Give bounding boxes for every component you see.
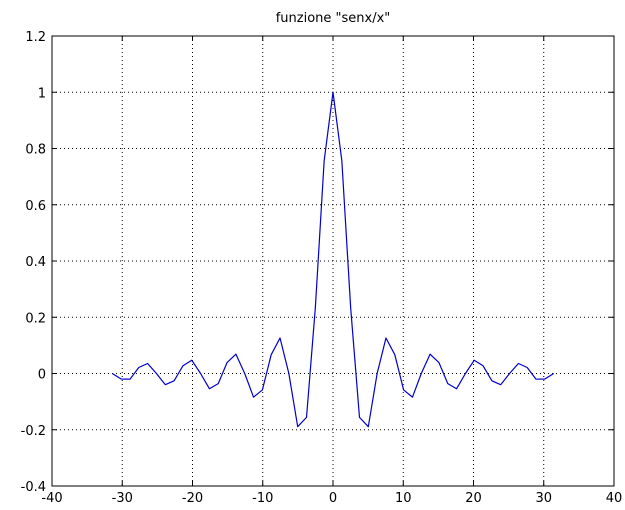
y-tick-label: 0.8 bbox=[25, 143, 46, 158]
x-axis-tick-labels: -40 -30 -20 -10 0 10 20 30 40 bbox=[41, 491, 622, 506]
y-tick-label: 0.6 bbox=[25, 199, 46, 214]
y-tick-label: -0.4 bbox=[21, 480, 46, 495]
x-tick-label: -20 bbox=[182, 491, 203, 506]
y-tick-label: -0.2 bbox=[21, 424, 46, 439]
x-tick-label: -10 bbox=[252, 491, 273, 506]
x-tick-label: 40 bbox=[606, 491, 623, 506]
y-tick-label: 0.2 bbox=[25, 311, 46, 326]
x-tick-label: 0 bbox=[329, 491, 337, 506]
y-axis-tick-labels: -0.4 -0.2 0 0.2 0.4 0.6 0.8 1 1.2 bbox=[21, 30, 46, 495]
chart-title: funzione "senx/x" bbox=[276, 11, 391, 26]
series-line-sinc bbox=[111, 91, 555, 428]
x-tick-label: -40 bbox=[41, 491, 62, 506]
grid-lines bbox=[52, 36, 614, 486]
y-tick-label: 1 bbox=[38, 86, 46, 101]
x-tick-label: -30 bbox=[112, 491, 133, 506]
y-tick-label: 1.2 bbox=[25, 30, 46, 45]
y-tick-label: 0 bbox=[38, 368, 46, 383]
x-tick-label: 30 bbox=[535, 491, 552, 506]
x-tick-label: 10 bbox=[395, 491, 412, 506]
x-tick-label: 20 bbox=[465, 491, 482, 506]
y-tick-label: 0.4 bbox=[25, 255, 46, 270]
axis-ticks bbox=[51, 35, 615, 487]
series-layer bbox=[111, 91, 555, 428]
